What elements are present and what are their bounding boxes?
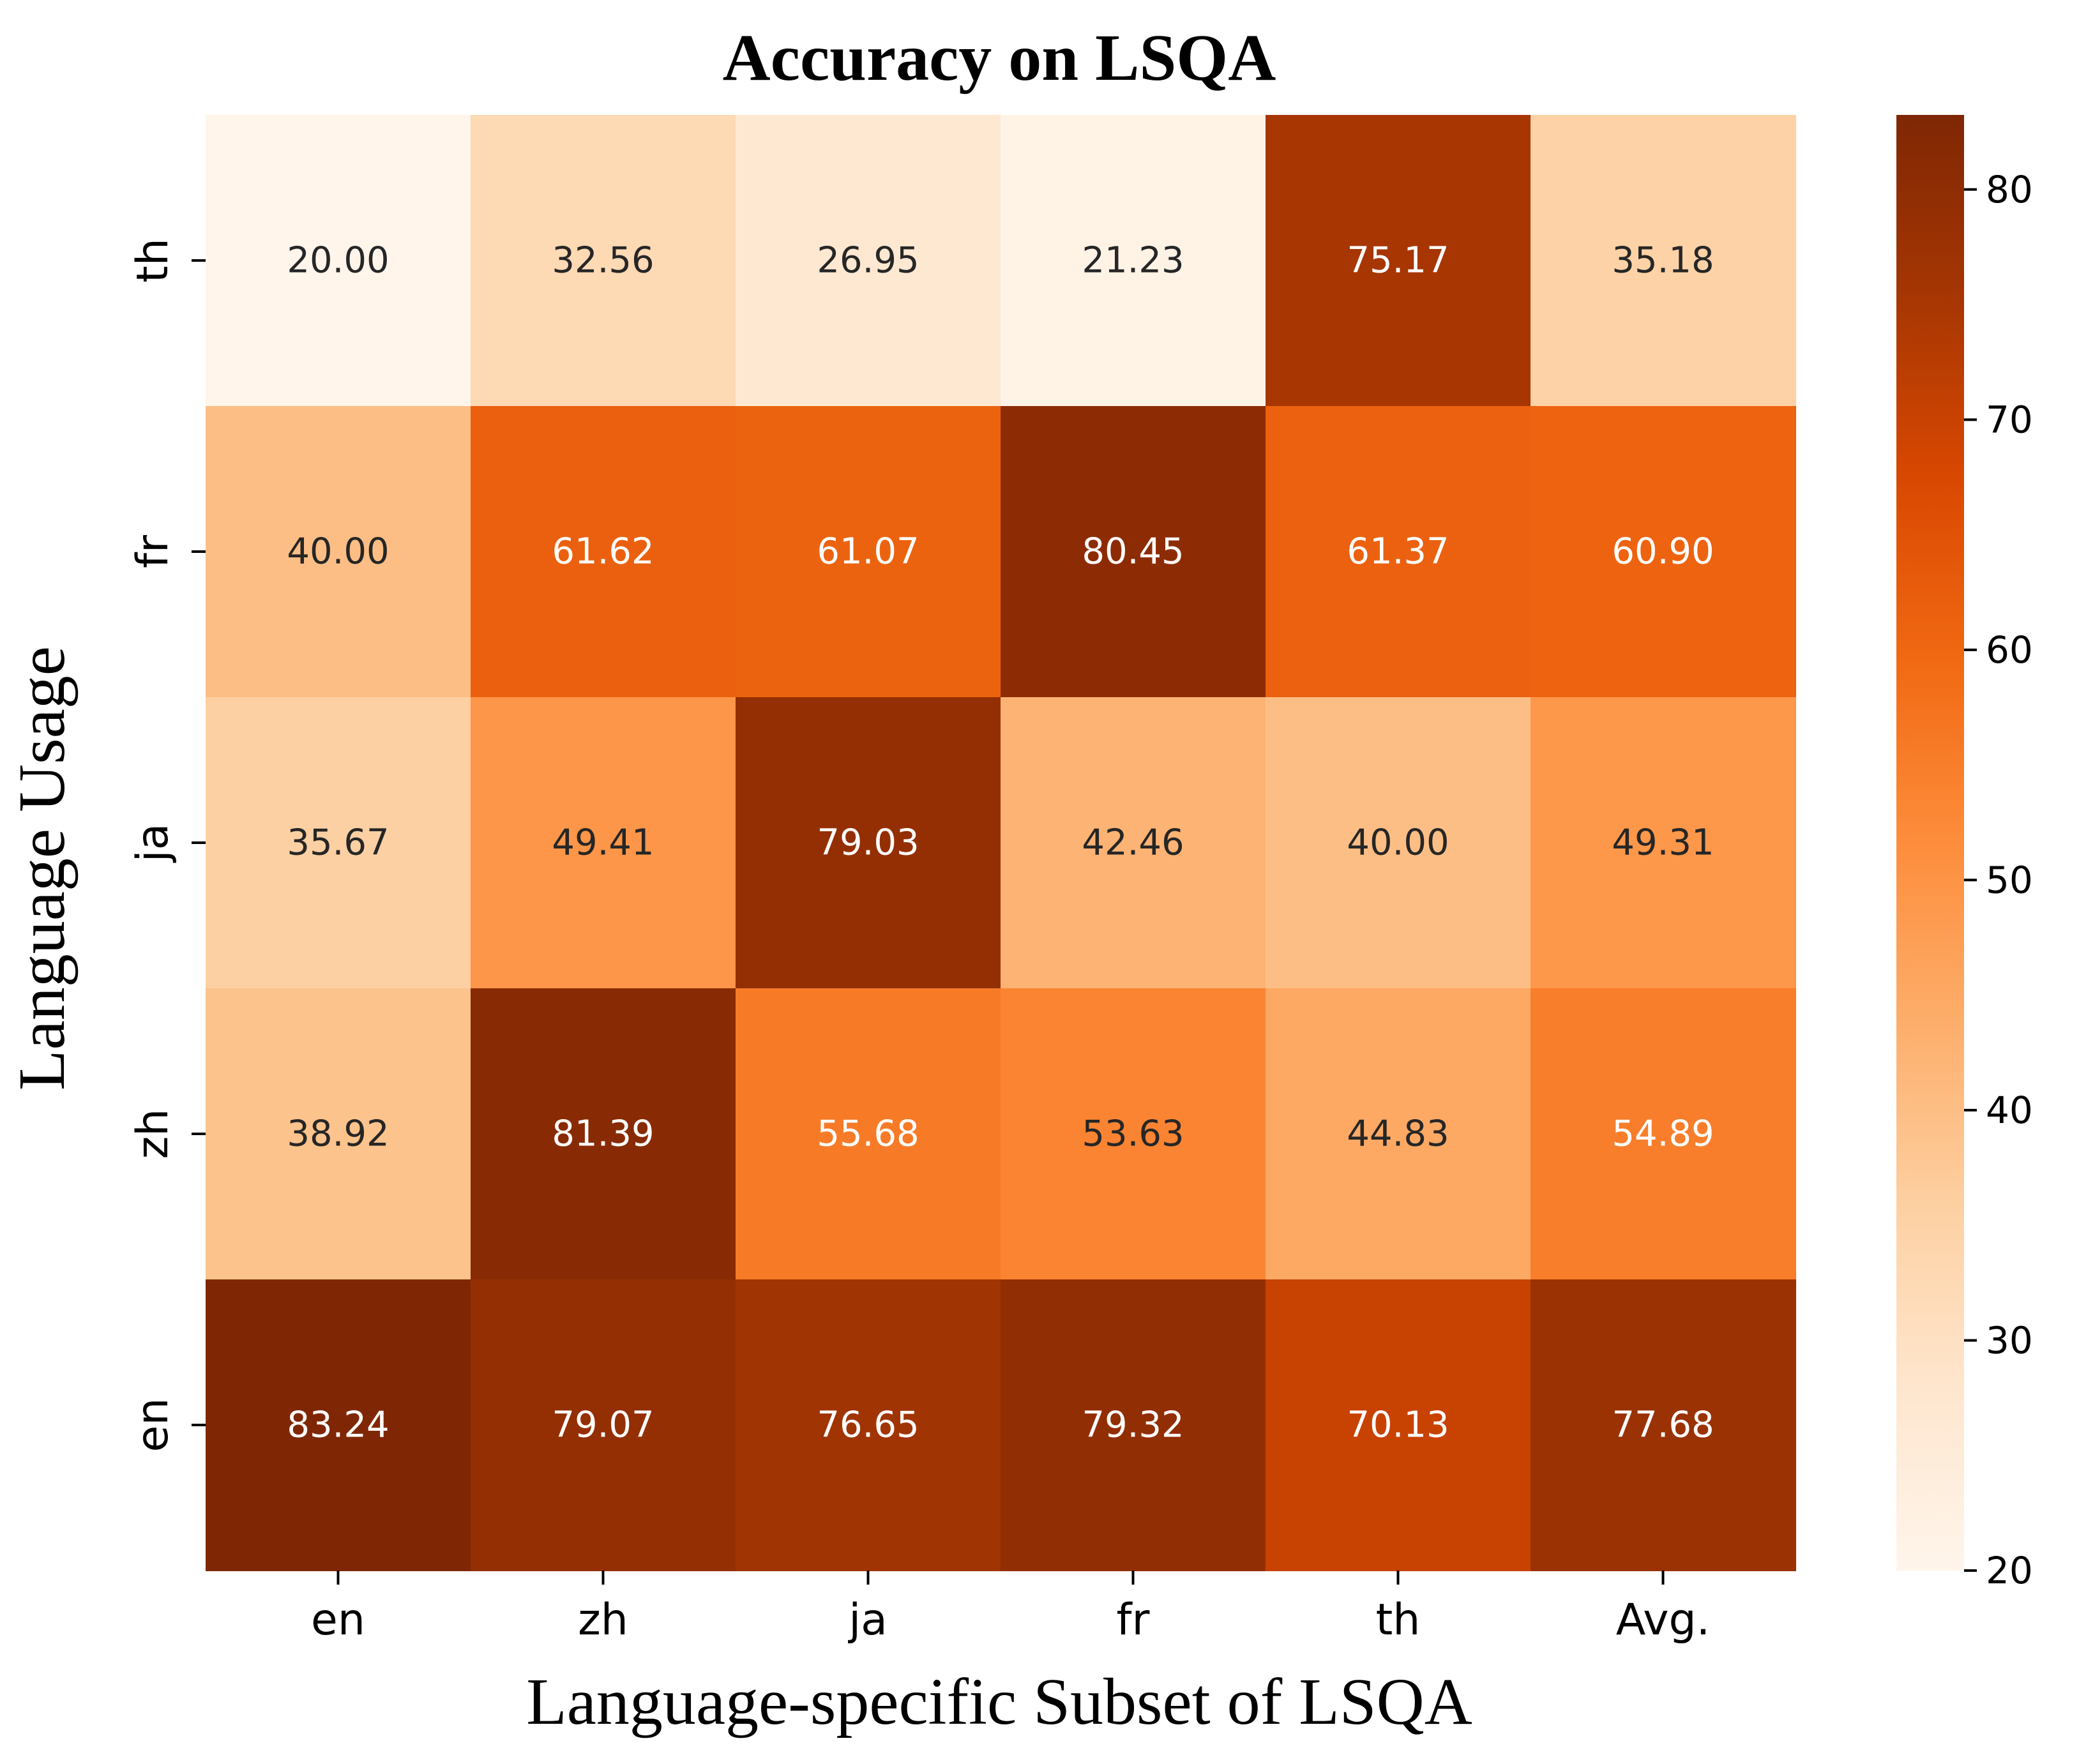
cell-value-label: 79.07 [552, 1405, 654, 1446]
y-tick-label: zh [128, 1109, 178, 1159]
heatmap-cell-zh-ja [736, 988, 1001, 1280]
cell-value-label: 44.83 [1347, 1113, 1449, 1155]
heatmap-cell-th-th [1266, 115, 1531, 407]
heatmap-cell-th-ja [736, 115, 1001, 407]
colorbar-tick-label: 80 [1986, 168, 2033, 211]
heatmap-cell-th-Avg. [1531, 115, 1796, 407]
cell-value-label: 40.00 [1347, 822, 1449, 864]
cell-value-label: 80.45 [1082, 531, 1184, 573]
cell-value-label: 60.90 [1612, 531, 1714, 573]
heatmap-cell-en-zh [471, 1279, 736, 1571]
colorbar-tick-label: 50 [1986, 858, 2033, 901]
colorbar-tick-label: 20 [1986, 1549, 2033, 1592]
heatmap-cell-ja-fr [1001, 697, 1266, 989]
heatmap-cell-fr-th [1266, 406, 1531, 698]
y-axis-ticks: th fr ja zh en [128, 238, 206, 1452]
cell-value-label: 26.95 [817, 240, 919, 282]
cell-value-label: 75.17 [1347, 240, 1449, 282]
heatmap-cell-zh-zh [471, 988, 736, 1280]
cell-value-label: 21.23 [1082, 240, 1184, 282]
heatmap-cell-fr-fr [1001, 406, 1266, 698]
x-axis-label: Language-specific Subset of LSQA [526, 1665, 1472, 1738]
heatmap-cell-en-ja [736, 1279, 1001, 1571]
heatmap-cell-fr-Avg. [1531, 406, 1796, 698]
x-axis-ticks: en zh ja fr th Avg. [311, 1571, 1710, 1645]
heatmap-cell-zh-en [206, 988, 471, 1280]
colorbar-tick-label: 30 [1986, 1318, 2033, 1362]
x-tick-label: ja [847, 1595, 888, 1645]
heatmap-cell-th-en [206, 115, 471, 407]
cell-value-label: 38.92 [287, 1113, 389, 1155]
cell-value-label: 35.67 [287, 822, 389, 864]
cell-value-label: 76.65 [817, 1405, 919, 1446]
cell-value-label: 61.62 [552, 531, 654, 573]
cell-value-label: 40.00 [287, 531, 389, 573]
heatmap-cell-th-zh [471, 115, 736, 407]
cell-value-label: 35.18 [1612, 240, 1714, 282]
cell-value-label: 49.41 [552, 822, 654, 864]
cell-value-label: 49.31 [1612, 822, 1714, 864]
x-tick-label: th [1376, 1595, 1421, 1645]
cell-value-label: 61.07 [817, 531, 919, 573]
heatmap-cell-en-th [1266, 1279, 1531, 1571]
cell-value-label: 70.13 [1347, 1405, 1449, 1446]
heatmap-cells [206, 115, 1796, 1571]
heatmap-cell-labels: 20.00 32.56 26.95 21.23 75.17 35.18 40.00 61.62… [287, 240, 1714, 1446]
y-tick-label: en [128, 1398, 178, 1452]
cell-value-label: 55.68 [817, 1113, 919, 1155]
colorbar-ticks: 20 30 40 50 60 70 80 [1964, 168, 2033, 1592]
heatmap-cell-ja-en [206, 697, 471, 989]
heatmap-cell-zh-Avg. [1531, 988, 1796, 1280]
x-tick-label: zh [578, 1595, 628, 1645]
heatmap-cell-th-fr [1001, 115, 1266, 407]
chart-title: Accuracy on LSQA [723, 21, 1276, 94]
colorbar-tick-label: 40 [1986, 1089, 2033, 1132]
heatmap-cell-en-en [206, 1279, 471, 1571]
x-tick-label: en [311, 1595, 365, 1645]
cell-value-label: 77.68 [1612, 1405, 1714, 1446]
cell-value-label: 79.32 [1082, 1405, 1184, 1446]
cell-value-label: 81.39 [552, 1113, 654, 1155]
heatmap-cell-en-Avg. [1531, 1279, 1796, 1571]
x-tick-label: Avg. [1616, 1595, 1711, 1645]
heatmap-cell-fr-en [206, 406, 471, 698]
cell-value-label: 79.03 [817, 822, 919, 864]
colorbar-tick-label: 70 [1986, 398, 2033, 441]
x-tick-label: fr [1117, 1595, 1150, 1645]
cell-value-label: 32.56 [552, 240, 654, 282]
cell-value-label: 83.24 [287, 1405, 389, 1446]
colorbar-tick-label: 60 [1986, 628, 2033, 672]
colorbar [1896, 115, 1964, 1571]
cell-value-label: 53.63 [1082, 1113, 1184, 1155]
heatmap-cell-ja-ja [736, 697, 1001, 989]
heatmap-cell-en-fr [1001, 1279, 1266, 1571]
heatmap-cell-fr-zh [471, 406, 736, 698]
y-tick-label: ja [128, 824, 178, 864]
cell-value-label: 54.89 [1612, 1113, 1714, 1155]
heatmap-cell-zh-fr [1001, 988, 1266, 1280]
heatmap-cell-ja-th [1266, 697, 1531, 989]
y-axis-label: Language Usage [5, 646, 79, 1090]
y-tick-label: th [128, 238, 178, 283]
cell-value-label: 61.37 [1347, 531, 1449, 573]
cell-value-label: 42.46 [1082, 822, 1184, 864]
cell-value-label: 20.00 [287, 240, 389, 282]
heatmap-cell-fr-ja [736, 406, 1001, 698]
y-tick-label: fr [128, 535, 178, 568]
heatmap-cell-ja-Avg. [1531, 697, 1796, 989]
heatmap-cell-zh-th [1266, 988, 1531, 1280]
heatmap-cell-ja-zh [471, 697, 736, 989]
